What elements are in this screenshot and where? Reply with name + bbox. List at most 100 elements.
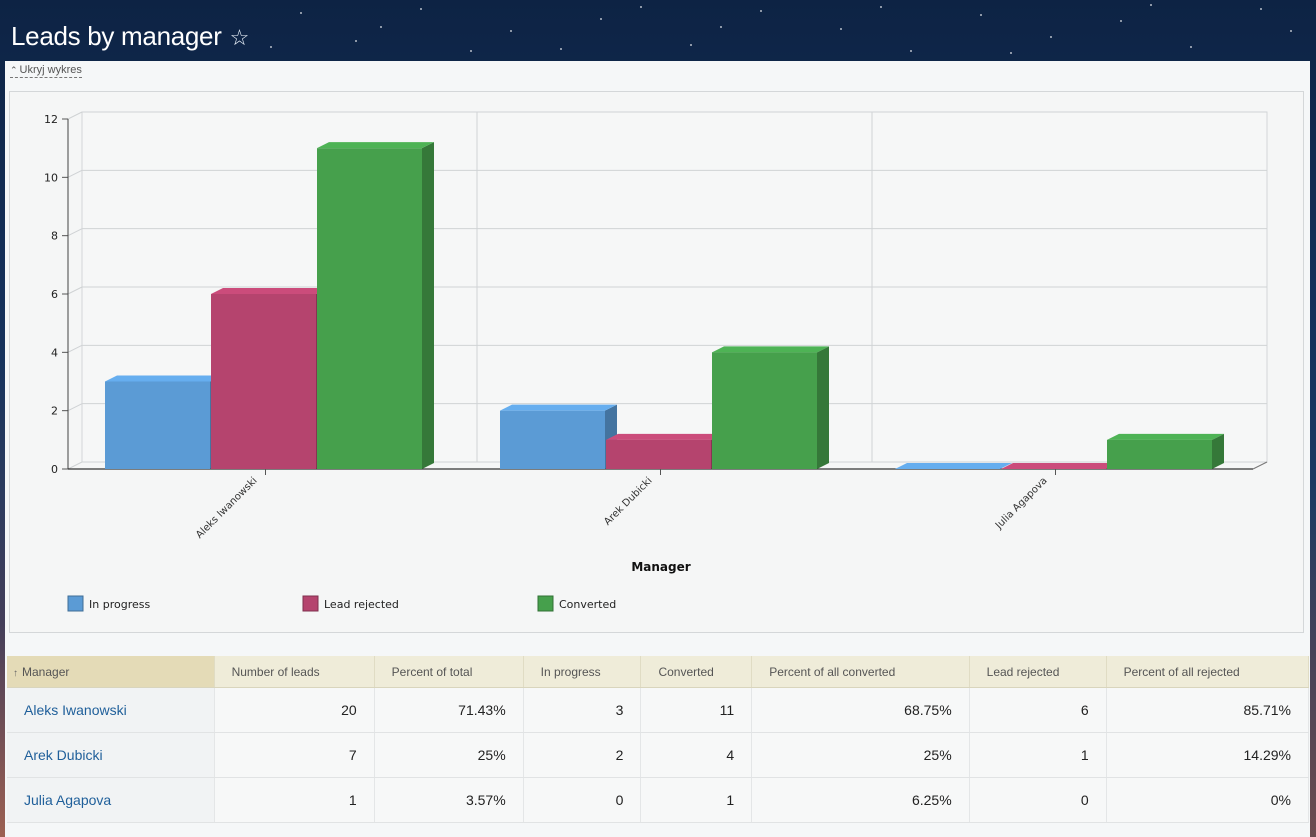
cell-number-of-leads: 7: [214, 732, 375, 778]
cell-number-of-leads: 20: [214, 687, 375, 733]
cell-converted: 4: [640, 732, 753, 778]
cell-percent-of-all-converted: 6.25%: [751, 777, 970, 823]
bar-top: [1001, 463, 1118, 469]
y-tick-label: 0: [51, 463, 58, 476]
legend-label: Lead rejected: [324, 598, 399, 611]
cell-in-progress: 2: [523, 732, 642, 778]
sky-star: [1290, 30, 1292, 32]
gridline-diagonal: [67, 344, 83, 353]
manager-link[interactable]: Aleks Iwanowski: [24, 702, 127, 718]
bar: [712, 352, 817, 469]
bar-top: [317, 142, 434, 149]
sky-star: [690, 44, 692, 46]
sky-star: [380, 26, 382, 28]
cell-manager: Julia Agapova: [7, 777, 215, 823]
gridline-diagonal: [67, 461, 83, 470]
y-tick-label: 4: [51, 346, 58, 359]
bar-top: [211, 288, 328, 294]
bar-top: [606, 433, 723, 440]
sky-star: [1260, 8, 1262, 10]
cell-converted: 11: [640, 687, 753, 733]
gridline-diagonal: [67, 228, 83, 237]
sky-star: [980, 14, 982, 16]
bar-top: [105, 375, 222, 382]
bar: [1107, 439, 1212, 469]
page-title: Leads by manager: [11, 21, 222, 52]
cell-percent-of-all-rejected: 85.71%: [1106, 687, 1310, 733]
arrow-up-icon: ↑: [13, 667, 18, 679]
bar-top: [1107, 433, 1224, 440]
gridline-diagonal: [67, 169, 83, 178]
y-tick-label: 12: [44, 113, 58, 126]
bar: [500, 410, 605, 469]
star-outline-icon[interactable]: ☆: [229, 24, 250, 50]
column-header-manager[interactable]: ↑ Manager: [7, 656, 215, 688]
gridline-diagonal: [67, 286, 83, 295]
sky-star: [1050, 36, 1052, 38]
cell-converted: 1: [640, 777, 753, 823]
bar-top: [712, 346, 829, 353]
sky-star: [760, 10, 762, 12]
caret-up-icon: ⌃: [10, 65, 18, 75]
column-header-lead-rejected[interactable]: Lead rejected: [969, 656, 1107, 688]
sky-star: [355, 40, 357, 42]
bar-top: [895, 463, 1012, 469]
cell-percent-of-total: 71.43%: [374, 687, 524, 733]
bar-top: [500, 404, 617, 411]
column-header-in-progress[interactable]: In progress: [523, 656, 642, 688]
sky-star: [880, 6, 882, 8]
legend-label: Converted: [559, 598, 616, 611]
x-axis-title: Manager: [631, 560, 690, 574]
report-panel: ⌃ Ukryj wykres 0 2 4 6 8 10 12 Aleks Iwanowski Ar…: [5, 61, 1310, 837]
y-tick-label: 6: [51, 288, 58, 301]
manager-link[interactable]: Arek Dubicki: [24, 747, 103, 763]
cell-percent-of-total: 25%: [374, 732, 524, 778]
x-category-label: Arek Dubicki: [602, 475, 654, 527]
sky-star: [270, 46, 272, 48]
sky-star: [300, 12, 302, 14]
table-row: Julia Agapova 1 3.57% 0 1 6.25% 0 0%: [7, 777, 1310, 823]
cell-manager: Aleks Iwanowski: [7, 687, 215, 733]
cell-percent-of-all-converted: 25%: [751, 732, 970, 778]
bar-side: [1212, 433, 1224, 469]
x-category-label: Julia Agapova: [993, 475, 1050, 532]
cell-number-of-leads: 1: [214, 777, 375, 823]
legend-swatch: [302, 595, 319, 612]
gridline-diagonal: [67, 403, 83, 412]
sky-star: [1010, 52, 1012, 54]
cell-percent-of-total: 3.57%: [374, 777, 524, 823]
column-header-percent-of-total[interactable]: Percent of total: [374, 656, 524, 688]
report-table: ↑ Manager Number of leads Percent of tota…: [7, 656, 1310, 823]
y-tick-label: 10: [44, 171, 58, 184]
cell-percent-of-all-converted: 68.75%: [751, 687, 970, 733]
bar: [211, 294, 316, 469]
x-category-label: Aleks Iwanowski: [194, 475, 259, 540]
cell-lead-rejected: 0: [969, 777, 1107, 823]
bar: [105, 381, 210, 469]
page-title-bar: Leads by manager ☆: [11, 21, 249, 52]
column-header-number-of-leads[interactable]: Number of leads: [214, 656, 375, 688]
toggle-chart-label: Ukryj wykres: [19, 64, 82, 76]
sky-star: [560, 48, 562, 50]
sky-star: [910, 50, 912, 52]
toggle-chart-link[interactable]: ⌃ Ukryj wykres: [10, 64, 82, 78]
column-header-converted[interactable]: Converted: [640, 656, 753, 688]
legend-swatch: [537, 595, 554, 612]
table-header-row: ↑ Manager Number of leads Percent of tota…: [7, 656, 1310, 688]
sky-star: [420, 8, 422, 10]
sky-star: [640, 6, 642, 8]
manager-link[interactable]: Julia Agapova: [24, 792, 112, 808]
sky-star: [510, 30, 512, 32]
gridline-diagonal: [67, 111, 83, 120]
column-header-percent-of-all-rejected[interactable]: Percent of all rejected: [1106, 656, 1310, 688]
cell-in-progress: 0: [523, 777, 642, 823]
cell-percent-of-all-rejected: 14.29%: [1106, 732, 1310, 778]
legend-swatch: [67, 595, 84, 612]
x-axis-depth: [1252, 461, 1268, 470]
legend-label: In progress: [89, 598, 150, 611]
cell-manager: Arek Dubicki: [7, 732, 215, 778]
cell-in-progress: 3: [523, 687, 642, 733]
column-header-percent-of-all-converted[interactable]: Percent of all converted: [751, 656, 970, 688]
table-row: Arek Dubicki 7 25% 2 4 25% 1 14.29%: [7, 732, 1310, 778]
cell-lead-rejected: 6: [969, 687, 1107, 733]
